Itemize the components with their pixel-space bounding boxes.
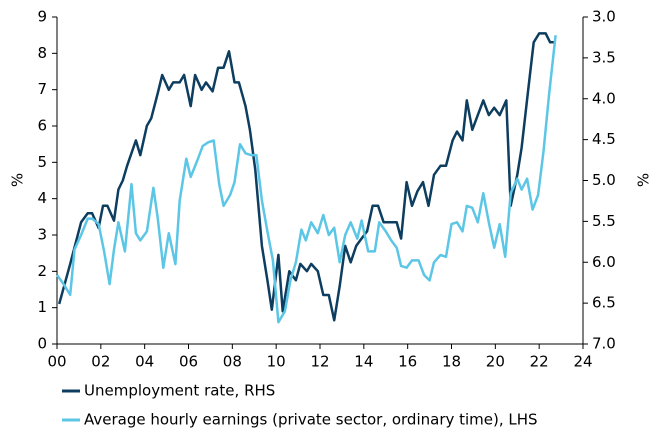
y2-tick-label: 3.5 <box>592 48 616 66</box>
y-tick-label: 7 <box>37 80 47 98</box>
x-tick-label: 04 <box>135 353 154 371</box>
x-tick-label: 08 <box>223 353 242 371</box>
x-tick-label: 10 <box>267 353 286 371</box>
x-tick-label: 14 <box>354 353 373 371</box>
y-tick-label: 8 <box>37 44 47 62</box>
x-tick-label: 18 <box>442 353 461 371</box>
data-line <box>57 32 556 322</box>
y-tick-label: 3 <box>37 226 47 244</box>
x-tick-label: 06 <box>179 353 198 371</box>
y2-tick-label: 3.0 <box>592 8 616 26</box>
y2-axis-label: % <box>635 173 653 187</box>
y-tick-label: 9 <box>37 8 47 26</box>
y2-tick-label: 5.0 <box>592 171 616 189</box>
x-tick-label: 16 <box>398 353 417 371</box>
y2-tick-label: 6.5 <box>592 294 616 312</box>
y2-tick-label: 7.0 <box>592 335 616 353</box>
y-tick-label: 5 <box>37 153 47 171</box>
x-tick-label: 22 <box>530 353 549 371</box>
y-tick-label: 2 <box>37 262 47 280</box>
y2-tick-label: 4.0 <box>592 89 616 107</box>
y2-tick-label: 4.5 <box>592 130 616 148</box>
x-tick-label: 24 <box>573 353 592 371</box>
data-line <box>55 35 557 324</box>
legend-label: Average hourly earnings (private sector,… <box>84 411 538 429</box>
y-tick-label: 6 <box>37 117 47 135</box>
y-tick-label: 1 <box>37 298 47 316</box>
legend-label: Unemployment rate, RHS <box>84 382 275 400</box>
y-axis-label: % <box>9 173 27 187</box>
x-tick-label: 12 <box>310 353 329 371</box>
y2-tick-label: 6.0 <box>592 253 616 271</box>
x-tick-label: 00 <box>47 353 66 371</box>
x-tick-label: 20 <box>486 353 505 371</box>
y-tick-label: 0 <box>37 335 47 353</box>
x-tick-label: 02 <box>91 353 110 371</box>
y2-tick-label: 5.5 <box>592 212 616 230</box>
y-tick-label: 4 <box>37 189 47 207</box>
